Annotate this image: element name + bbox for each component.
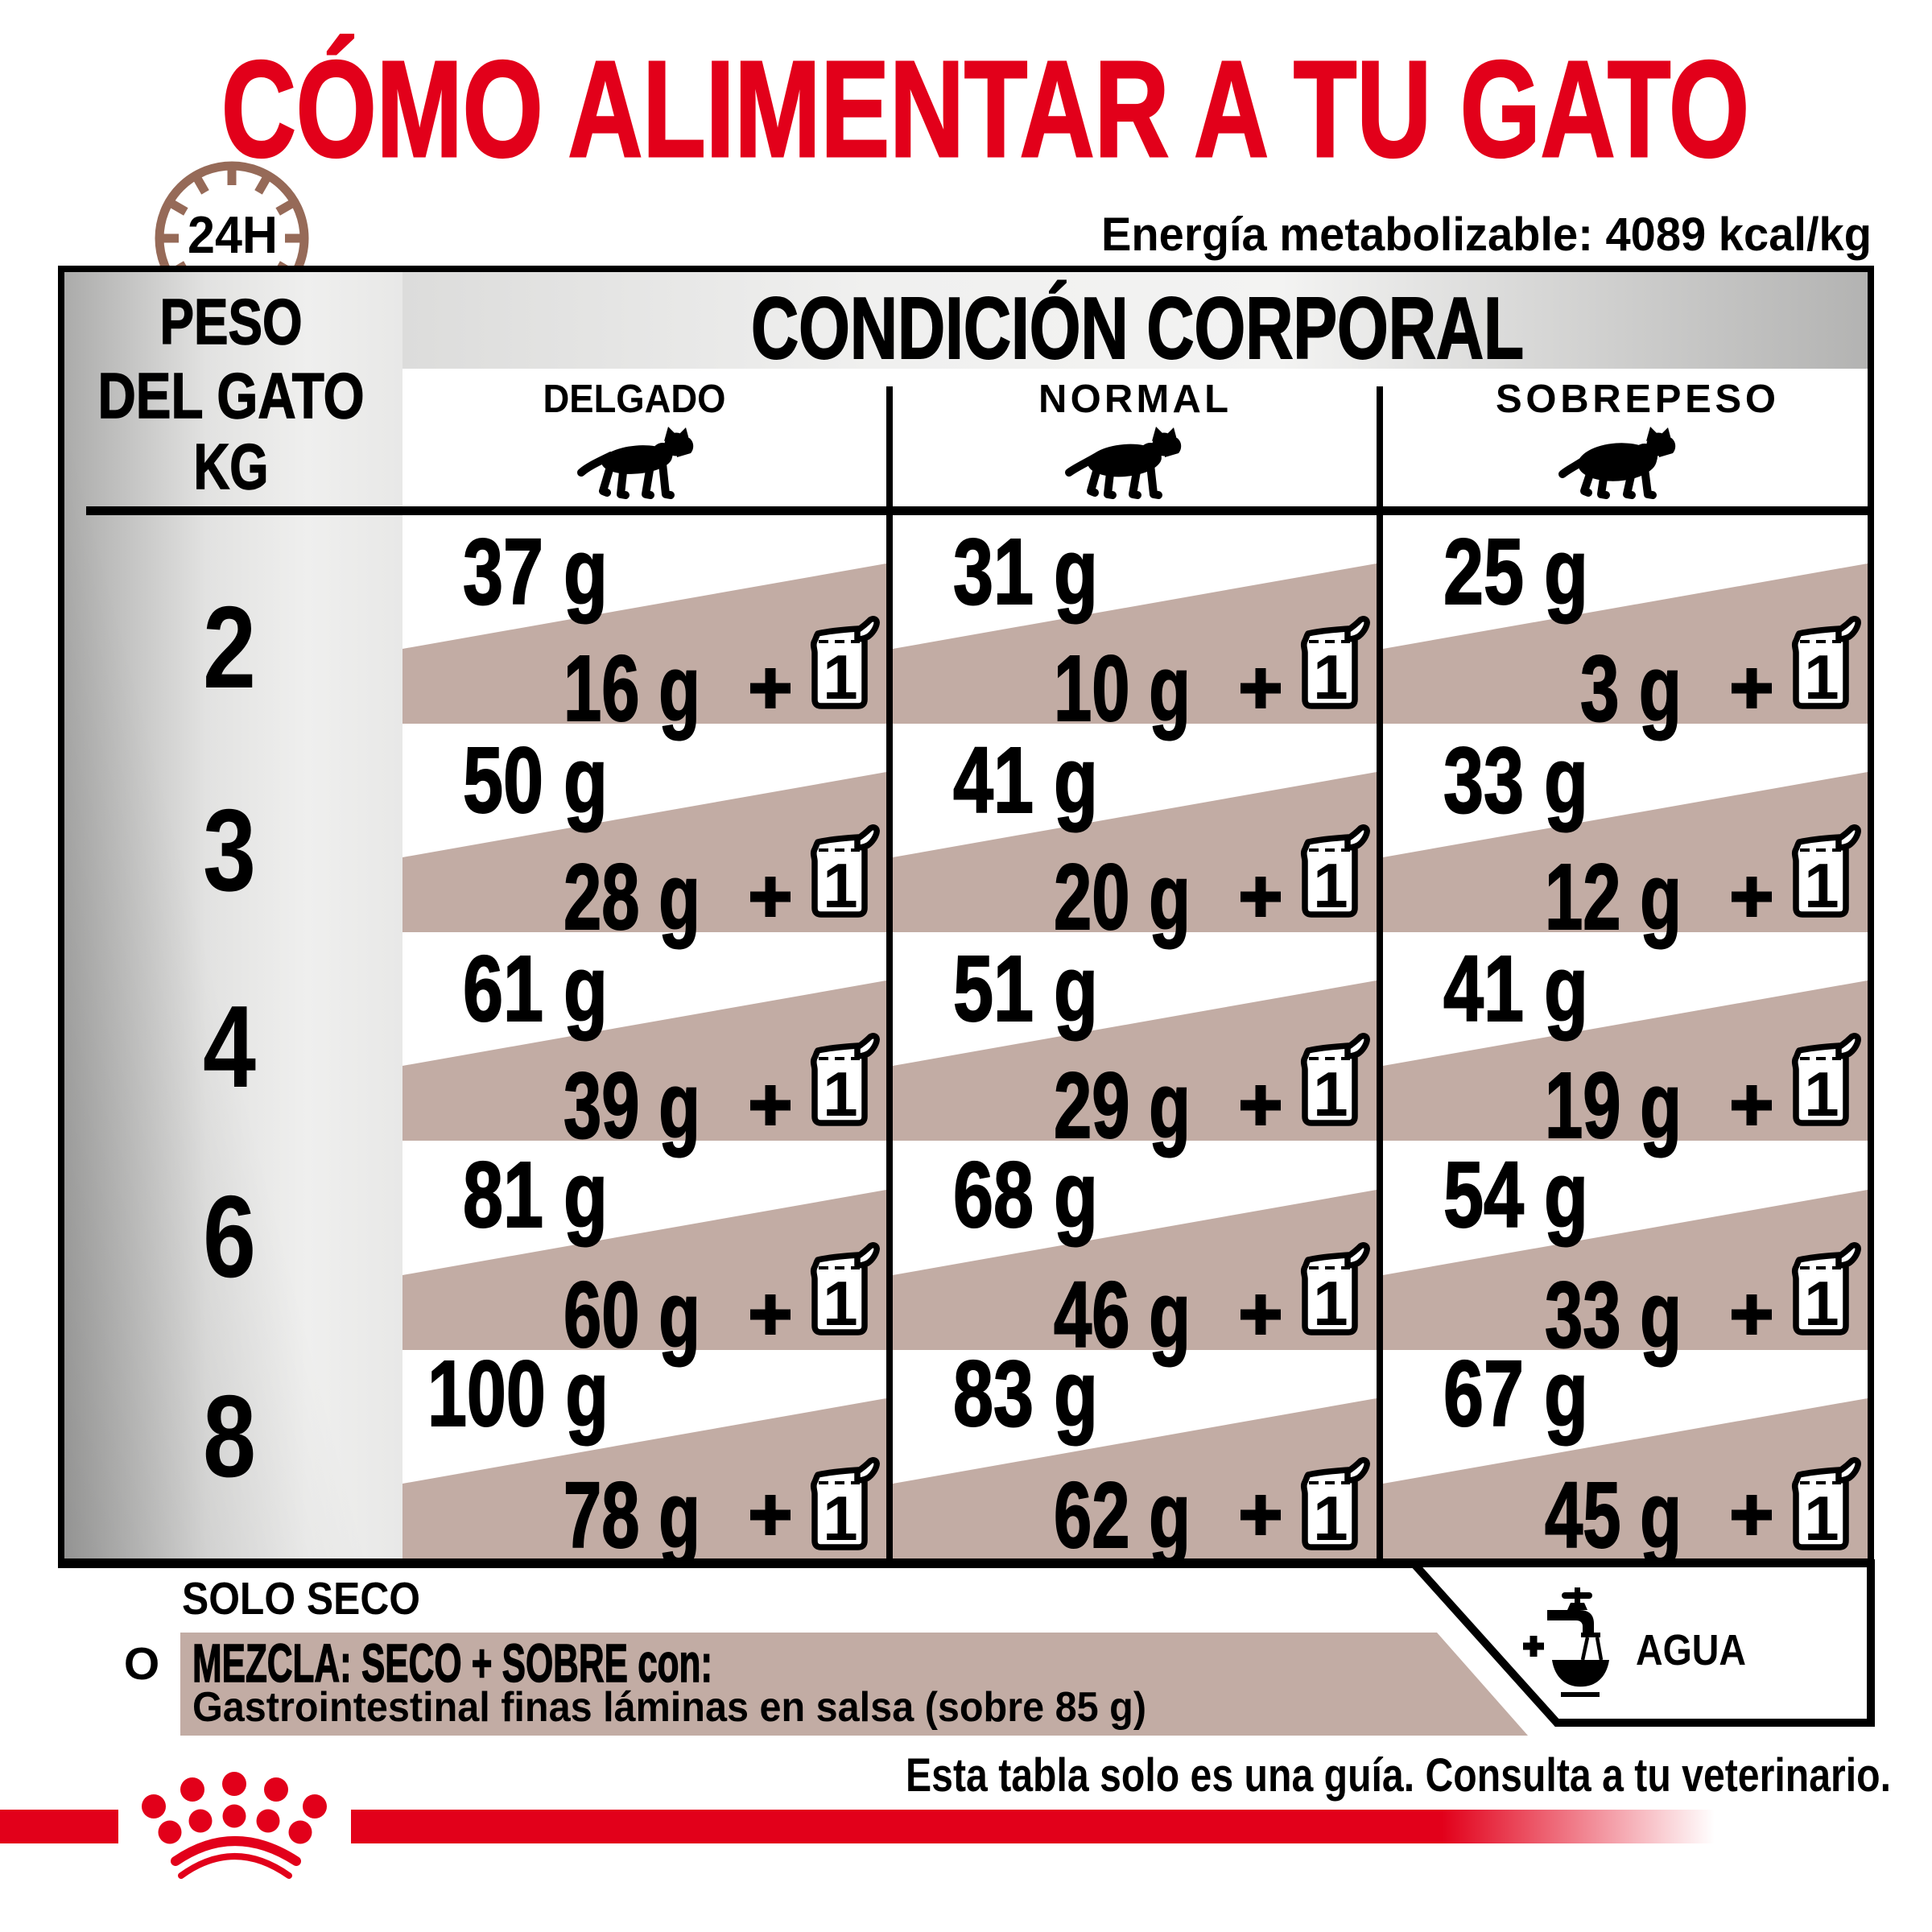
- svg-text:12 g: 12 g: [1545, 844, 1682, 949]
- svg-text:50 g: 50 g: [463, 728, 608, 832]
- svg-text:Esta tabla solo es una guía. C: Esta tabla solo es una guía. Consulta a …: [906, 1749, 1891, 1802]
- svg-text:100 g: 100 g: [427, 1341, 609, 1446]
- svg-text:37 g: 37 g: [463, 519, 608, 624]
- svg-text:PESO: PESO: [160, 286, 303, 357]
- svg-text:KG: KG: [194, 431, 269, 502]
- svg-text:20 g: 20 g: [1054, 844, 1191, 949]
- svg-text:O: O: [124, 1638, 159, 1690]
- svg-text:54 g: 54 g: [1443, 1142, 1588, 1247]
- svg-text:SOBREPESO: SOBREPESO: [1496, 378, 1776, 421]
- svg-text:61 g: 61 g: [463, 936, 608, 1041]
- svg-text:68 g: 68 g: [953, 1142, 1098, 1247]
- svg-text:16 g: 16 g: [564, 636, 700, 741]
- svg-text:45 g: 45 g: [1545, 1463, 1682, 1567]
- svg-text:CONDICIÓN CORPORAL: CONDICIÓN CORPORAL: [751, 279, 1524, 378]
- svg-text:29 g: 29 g: [1054, 1053, 1191, 1158]
- svg-text:60 g: 60 g: [564, 1262, 700, 1367]
- svg-text:6: 6: [203, 1171, 256, 1302]
- svg-text:83 g: 83 g: [953, 1341, 1098, 1446]
- svg-text:41 g: 41 g: [953, 728, 1098, 832]
- svg-text:SOLO SECO: SOLO SECO: [182, 1573, 420, 1624]
- svg-text:39 g: 39 g: [564, 1053, 700, 1158]
- svg-text:28 g: 28 g: [564, 844, 700, 949]
- svg-text:3 g: 3 g: [1580, 636, 1682, 741]
- svg-text:19 g: 19 g: [1545, 1053, 1682, 1158]
- svg-text:4: 4: [203, 981, 256, 1112]
- svg-text:25 g: 25 g: [1443, 519, 1588, 624]
- svg-text:3: 3: [203, 785, 256, 915]
- svg-text:24H: 24H: [188, 205, 278, 264]
- svg-text:62 g: 62 g: [1054, 1463, 1191, 1567]
- svg-text:2: 2: [203, 582, 256, 712]
- svg-text:33 g: 33 g: [1545, 1262, 1682, 1367]
- svg-text:CÓMO ALIMENTAR A TU GATO: CÓMO ALIMENTAR A TU GATO: [221, 33, 1749, 186]
- svg-text:81 g: 81 g: [463, 1142, 608, 1247]
- svg-text:41 g: 41 g: [1443, 936, 1588, 1041]
- svg-text:31 g: 31 g: [953, 519, 1098, 624]
- svg-text:78 g: 78 g: [564, 1463, 700, 1567]
- svg-text:AGUA: AGUA: [1636, 1626, 1746, 1674]
- svg-text:MEZCLA: SECO + SOBRE con:: MEZCLA: SECO + SOBRE con:: [192, 1633, 712, 1694]
- svg-text:10 g: 10 g: [1054, 636, 1191, 741]
- svg-text:Energía metabolizable: 4089 kc: Energía metabolizable: 4089 kcal/kg: [1101, 208, 1872, 261]
- svg-text:DELGADO: DELGADO: [543, 378, 726, 421]
- svg-text:33 g: 33 g: [1443, 728, 1588, 832]
- svg-text:67 g: 67 g: [1443, 1341, 1588, 1446]
- svg-text:46 g: 46 g: [1054, 1262, 1191, 1367]
- svg-text:DEL GATO: DEL GATO: [98, 360, 365, 431]
- svg-text:8: 8: [203, 1371, 256, 1501]
- svg-text:Gastrointestinal finas láminas: Gastrointestinal finas láminas en salsa …: [192, 1684, 1146, 1731]
- svg-text:51 g: 51 g: [953, 936, 1098, 1041]
